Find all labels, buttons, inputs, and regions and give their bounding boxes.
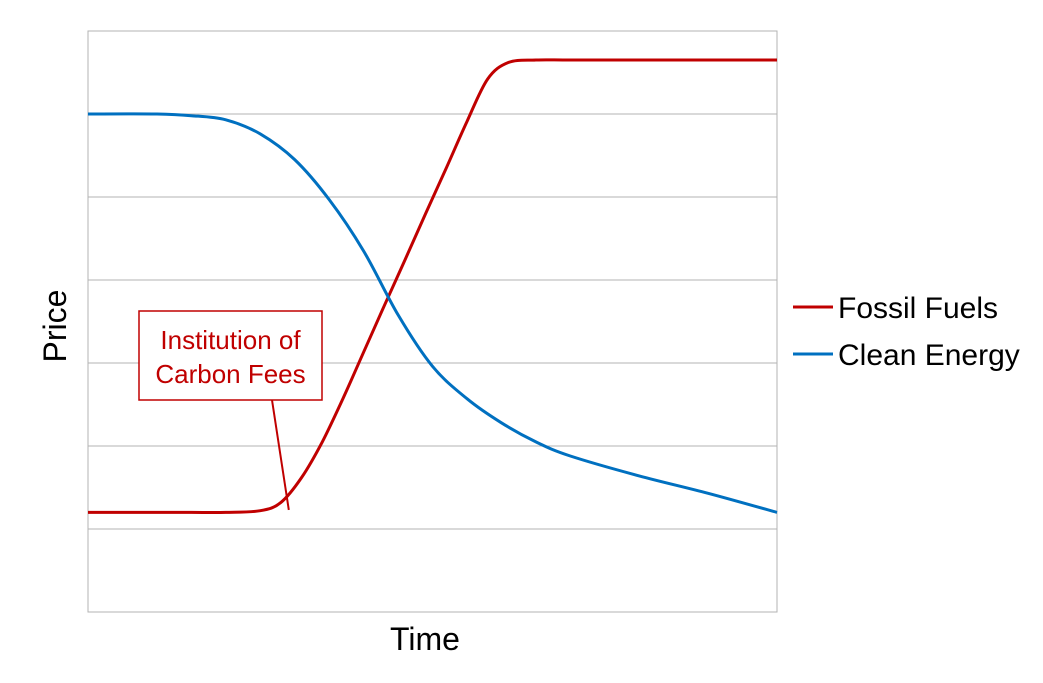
legend-label-clean-energy: Clean Energy <box>838 339 1020 372</box>
legend-label-fossil-fuels: Fossil Fuels <box>838 292 998 325</box>
series-layer <box>87 58 778 515</box>
annotation-text-line1: Institution of <box>160 325 301 355</box>
series-line-clean-energy <box>87 112 778 514</box>
annotation-callout: Institution of Carbon Fees <box>138 310 323 511</box>
legend: Fossil Fuels Clean Energy <box>793 292 1020 372</box>
annotation-text-line2: Carbon Fees <box>155 359 305 389</box>
annotation-box <box>138 310 323 401</box>
series-line-fossil-fuels <box>88 58 777 515</box>
annotation-pointer <box>271 399 290 511</box>
y-axis-label: Price <box>37 290 73 363</box>
x-axis-label: Time <box>390 621 460 657</box>
